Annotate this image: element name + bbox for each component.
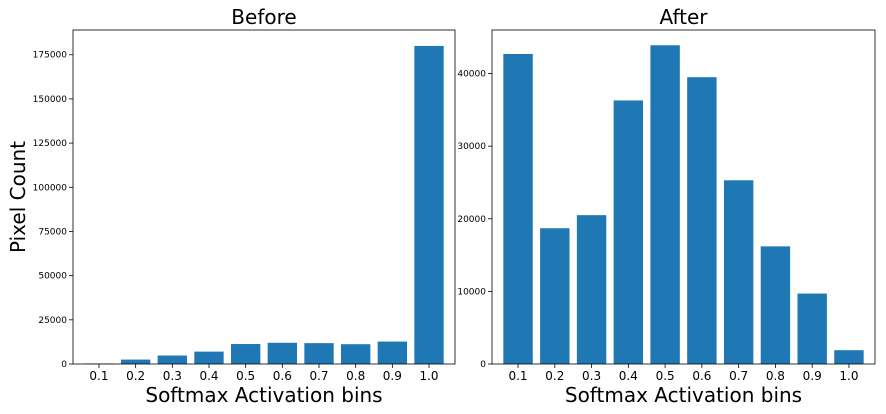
chart-panel-after: 0.1 0.2 0.3 0.4 0.5 0.6 0.7 0.8 0.9 1.0 0 10000 2000…	[457, 5, 876, 407]
x-tick-label: 0.5	[236, 369, 255, 383]
x-tick-label: 0.8	[766, 369, 785, 383]
chart-panel-before: 0.1 0.2 0.3 0.4 0.5 0.6 0.7 0.8 0.9 1.0 0 25000 5000…	[6, 5, 456, 407]
bar-0.5	[650, 45, 680, 364]
bar-0.3	[576, 215, 607, 364]
plot-frame	[72, 29, 456, 365]
bar-0.8	[760, 246, 791, 364]
bar-0.2	[120, 359, 151, 364]
y-tick-label: 30000	[457, 142, 486, 152]
x-tick-label: 0.2	[545, 369, 564, 383]
plot-frame	[491, 29, 876, 365]
bar-0.4	[613, 100, 644, 365]
y-tick-label: 0	[480, 360, 486, 370]
y-tick-label: 100000	[33, 183, 68, 193]
chart-title: Before	[231, 5, 296, 29]
x-tick-label: 0.9	[383, 369, 402, 383]
bar-0.1	[503, 53, 533, 364]
bar-0.6	[687, 77, 717, 365]
bar-0.6	[267, 342, 298, 364]
y-tick-label: 20000	[457, 215, 486, 225]
y-tick-label: 25000	[38, 316, 67, 326]
y-tick-label: 125000	[33, 139, 68, 149]
bar-0.7	[304, 343, 334, 364]
bar-1.0	[834, 350, 864, 364]
x-tick-label: 0.3	[582, 369, 601, 383]
x-tick-label: 0.8	[346, 369, 365, 383]
y-tick-label: 175000	[33, 51, 68, 61]
x-axis-label: Softmax Activation bins	[145, 383, 382, 407]
x-tick-label: 0.7	[309, 369, 328, 383]
bar-0.3	[157, 355, 187, 364]
bar-0.9	[377, 341, 408, 364]
y-tick-label: 75000	[38, 227, 67, 237]
x-tick-label: 0.2	[126, 369, 145, 383]
x-tick-label: 0.4	[199, 369, 218, 383]
bar-0.9	[797, 293, 827, 364]
bar-0.7	[723, 180, 754, 364]
x-tick-label: 0.5	[656, 369, 675, 383]
chart-title: After	[659, 5, 708, 29]
bar-0.8	[341, 344, 371, 364]
x-tick-label: 0.6	[273, 369, 292, 383]
y-tick-label: 40000	[457, 70, 486, 80]
bar-0.4	[194, 351, 224, 364]
x-tick-label: 0.3	[163, 369, 182, 383]
y-tick-label: 0	[61, 360, 67, 370]
x-tick-label: 0.7	[729, 369, 748, 383]
bar-0.5	[230, 344, 261, 364]
x-tick-label: 0.4	[619, 369, 638, 383]
bar-1.0	[414, 45, 444, 365]
x-axis-label: Softmax Activation bins	[565, 383, 802, 407]
y-tick-label: 10000	[457, 287, 486, 297]
x-tick-label: 0.1	[508, 369, 527, 383]
x-tick-label: 0.1	[89, 369, 108, 383]
y-tick-label: 50000	[38, 272, 67, 282]
y-tick-label: 150000	[33, 95, 68, 105]
x-tick-label: 1.0	[419, 369, 438, 383]
y-axis-label: Pixel Count	[6, 141, 30, 253]
bar-0.2	[540, 228, 570, 364]
x-tick-label: 0.9	[803, 369, 822, 383]
x-tick-label: 0.6	[692, 369, 711, 383]
x-tick-label: 1.0	[839, 369, 858, 383]
